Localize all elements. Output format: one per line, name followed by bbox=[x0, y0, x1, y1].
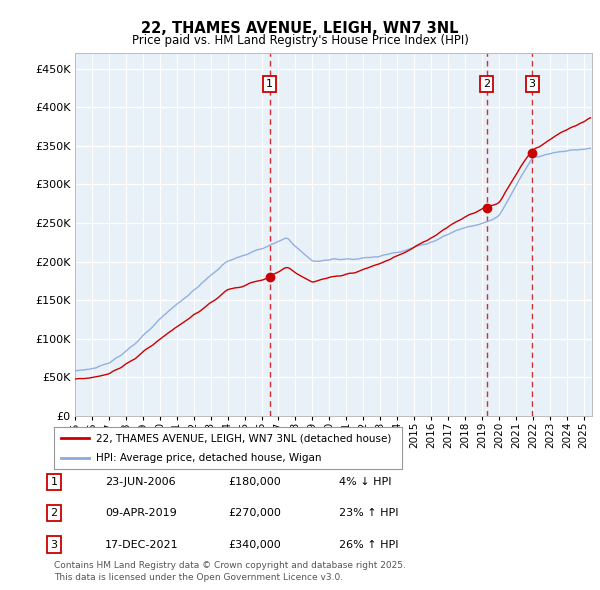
Text: Contains HM Land Registry data © Crown copyright and database right 2025.
This d: Contains HM Land Registry data © Crown c… bbox=[54, 561, 406, 582]
Text: HPI: Average price, detached house, Wigan: HPI: Average price, detached house, Wiga… bbox=[96, 453, 321, 463]
Text: 4% ↓ HPI: 4% ↓ HPI bbox=[339, 477, 391, 487]
Text: 26% ↑ HPI: 26% ↑ HPI bbox=[339, 540, 398, 549]
Text: 09-APR-2019: 09-APR-2019 bbox=[105, 509, 177, 518]
Text: 3: 3 bbox=[529, 79, 536, 89]
Text: 17-DEC-2021: 17-DEC-2021 bbox=[105, 540, 179, 549]
Text: £270,000: £270,000 bbox=[228, 509, 281, 518]
Text: 22, THAMES AVENUE, LEIGH, WN7 3NL: 22, THAMES AVENUE, LEIGH, WN7 3NL bbox=[141, 21, 459, 36]
Text: Price paid vs. HM Land Registry's House Price Index (HPI): Price paid vs. HM Land Registry's House … bbox=[131, 34, 469, 47]
Text: 23% ↑ HPI: 23% ↑ HPI bbox=[339, 509, 398, 518]
Text: 1: 1 bbox=[266, 79, 273, 89]
Text: 1: 1 bbox=[50, 477, 58, 487]
Text: £340,000: £340,000 bbox=[228, 540, 281, 549]
Text: 2: 2 bbox=[50, 509, 58, 518]
Text: £180,000: £180,000 bbox=[228, 477, 281, 487]
Text: 23-JUN-2006: 23-JUN-2006 bbox=[105, 477, 176, 487]
Text: 2: 2 bbox=[483, 79, 490, 89]
Text: 3: 3 bbox=[50, 540, 58, 549]
Text: 22, THAMES AVENUE, LEIGH, WN7 3NL (detached house): 22, THAMES AVENUE, LEIGH, WN7 3NL (detac… bbox=[96, 433, 391, 443]
